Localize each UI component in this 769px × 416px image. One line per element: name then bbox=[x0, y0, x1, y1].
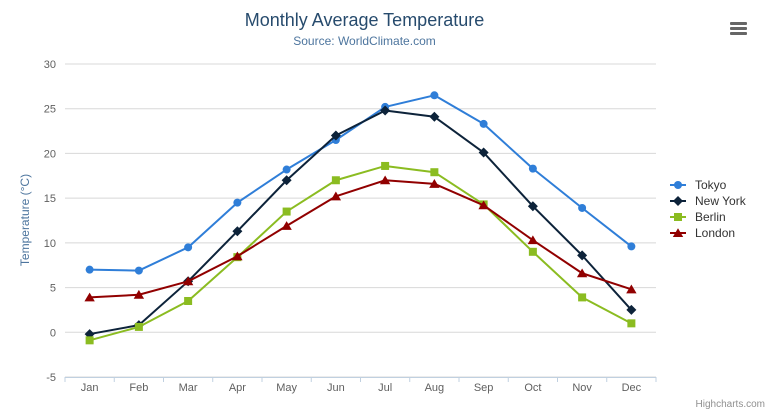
gridlines bbox=[65, 63, 656, 378]
x-axis-label: May bbox=[276, 382, 297, 394]
legend-label: Tokyo bbox=[695, 178, 727, 192]
legend-label: London bbox=[695, 226, 736, 240]
x-axis-label: Sep bbox=[474, 382, 494, 394]
x-axis bbox=[64, 377, 657, 382]
x-axis-label: Apr bbox=[229, 382, 246, 394]
legend-item-tokyo[interactable]: Tokyo bbox=[670, 177, 746, 193]
square-marker-icon bbox=[670, 213, 686, 221]
context-menu-button[interactable] bbox=[727, 16, 751, 40]
series-london[interactable] bbox=[84, 175, 637, 302]
x-axis-label: Oct bbox=[524, 382, 541, 394]
hamburger-icon bbox=[730, 21, 748, 35]
y-axis-label: 0 bbox=[50, 327, 56, 339]
y-axis-label: 20 bbox=[44, 148, 56, 160]
y-axis-label: 25 bbox=[44, 104, 56, 116]
series-new-york[interactable] bbox=[84, 105, 637, 340]
series-tokyo[interactable] bbox=[85, 91, 636, 275]
x-axis-labels: Jan Feb Mar Apr May Jun Jul Aug Sep Oct Nov Dec bbox=[81, 382, 642, 394]
legend-item-berlin[interactable]: Berlin bbox=[670, 209, 746, 225]
y-axis-labels: -5 0 5 10 15 20 25 30 bbox=[44, 59, 56, 384]
x-axis-label: Feb bbox=[129, 382, 148, 394]
y-axis-label: 30 bbox=[44, 59, 56, 71]
y-axis-label: 15 bbox=[44, 193, 56, 205]
highcharts-credit-link[interactable]: Highcharts.com bbox=[695, 399, 765, 410]
legend-label: New York bbox=[695, 194, 746, 208]
y-axis-label: 5 bbox=[50, 283, 56, 295]
x-axis-label: Jul bbox=[378, 382, 392, 394]
chart-title: Monthly Average Temperature bbox=[244, 10, 485, 30]
x-axis-label: Aug bbox=[425, 382, 445, 394]
y-axis-label: -5 bbox=[46, 372, 56, 384]
x-axis-label: Mar bbox=[179, 382, 198, 394]
x-axis-label: Jun bbox=[327, 382, 345, 394]
x-axis-label: Dec bbox=[622, 382, 642, 394]
legend-item-new-york[interactable]: New York bbox=[670, 193, 746, 209]
chart-subtitle: Source: WorldClimate.com bbox=[293, 34, 436, 48]
triangle-marker-icon bbox=[670, 228, 686, 237]
circle-marker-icon bbox=[670, 181, 686, 189]
diamond-marker-icon bbox=[670, 196, 686, 206]
legend-label: Berlin bbox=[695, 210, 726, 224]
x-axis-label: Jan bbox=[81, 382, 99, 394]
legend: Tokyo New York Berlin London bbox=[670, 177, 746, 241]
y-axis-label: 10 bbox=[44, 238, 56, 250]
legend-item-london[interactable]: London bbox=[670, 225, 746, 241]
x-axis-label: Nov bbox=[572, 382, 592, 394]
